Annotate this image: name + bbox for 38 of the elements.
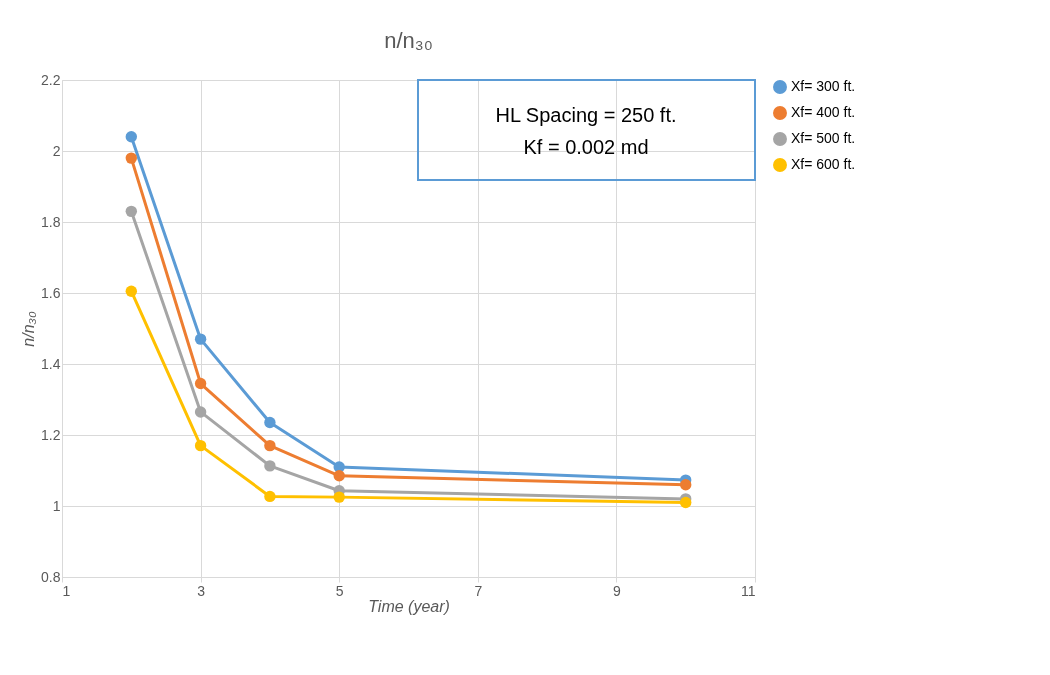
point (125, 285, 137, 297)
point (194, 377, 207, 390)
y-tick-label: 1.6 (41, 284, 61, 301)
y-tick-label: 2 (52, 142, 61, 159)
point (264, 439, 276, 452)
point (333, 491, 345, 503)
legend-label: Xf= 500 ft. (791, 130, 856, 146)
y-tick-label: 2.2 (41, 71, 61, 88)
x-axis-title: Time (year) (368, 597, 450, 615)
x-tick-label: 3 (197, 582, 206, 599)
point (264, 416, 276, 429)
point (194, 333, 207, 345)
point (333, 470, 345, 482)
y-tick-label: 0.8 (41, 568, 61, 585)
x-tick-label: 5 (335, 582, 344, 599)
x-tick-label: 11 (740, 582, 756, 599)
point (125, 131, 137, 143)
point (680, 496, 692, 509)
y-tick-label: 1.4 (41, 355, 61, 372)
x-tick-label: 9 (613, 582, 621, 599)
legend-label: Xf= 400 ft. (791, 104, 856, 120)
y-tick-label: 1 (52, 497, 61, 514)
y-axis-title: n/n₃₀ (20, 311, 38, 347)
point (680, 479, 692, 491)
point (194, 439, 207, 452)
point (264, 490, 276, 503)
y-tick-label: 1.2 (41, 426, 61, 443)
chart-title: n/n₃₀ (384, 28, 433, 53)
legend-label: Xf= 300 ft. (791, 78, 856, 94)
point (264, 460, 276, 472)
y-tick-label: 1.8 (41, 213, 61, 230)
annotation: HL Spacing = 250 ft. (495, 104, 677, 126)
annotation: Kf = 0.002 md (523, 136, 649, 158)
legend-label: Xf= 600 ft. (791, 156, 856, 172)
point (125, 205, 137, 218)
point (125, 152, 137, 164)
point (194, 406, 207, 418)
x-tick-label: 7 (474, 582, 483, 599)
